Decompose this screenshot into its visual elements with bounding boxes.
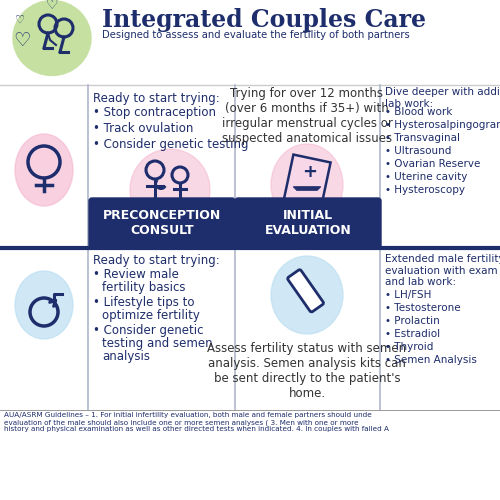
Ellipse shape [15, 134, 73, 206]
Text: • Consider genetic: • Consider genetic [93, 324, 204, 337]
Text: • Testosterone: • Testosterone [385, 303, 460, 313]
Text: • Estradiol: • Estradiol [385, 329, 440, 339]
Ellipse shape [271, 144, 343, 226]
Text: ♡: ♡ [13, 30, 31, 50]
Text: +: + [302, 163, 318, 181]
Text: • Track ovulation: • Track ovulation [93, 122, 194, 135]
FancyBboxPatch shape [284, 154, 331, 210]
Text: Extended male fertility
evaluation with exam
and lab work:: Extended male fertility evaluation with … [385, 254, 500, 287]
Text: • Blood work: • Blood work [385, 107, 452, 117]
Text: • Hysterosalpingogram: • Hysterosalpingogram [385, 120, 500, 130]
Text: • Stop contraception: • Stop contraception [93, 106, 216, 119]
Text: AUA/ASRM Guidelines – 1. For initial infertility evaluation, both male and femal: AUA/ASRM Guidelines – 1. For initial inf… [4, 412, 389, 432]
Text: Ready to start trying:: Ready to start trying: [93, 92, 220, 105]
Text: INITIAL
EVALUATION: INITIAL EVALUATION [264, 209, 352, 237]
Text: optimize fertility: optimize fertility [102, 309, 200, 322]
Text: • Semen Analysis: • Semen Analysis [385, 355, 477, 365]
Ellipse shape [130, 149, 210, 231]
Text: • Ovarian Reserve: • Ovarian Reserve [385, 159, 480, 169]
Text: • Ultrasound: • Ultrasound [385, 146, 452, 156]
Text: ♡: ♡ [15, 15, 25, 25]
FancyBboxPatch shape [288, 270, 324, 312]
FancyBboxPatch shape [235, 198, 381, 248]
Text: • LH/FSH: • LH/FSH [385, 290, 432, 300]
Text: • Transvaginal: • Transvaginal [385, 133, 460, 143]
Text: • Lifestyle tips to: • Lifestyle tips to [93, 296, 194, 309]
Text: • Prolactin: • Prolactin [385, 316, 440, 326]
Text: Dive deeper with additional
lab work:: Dive deeper with additional lab work: [385, 87, 500, 108]
Text: ♡: ♡ [46, 0, 58, 12]
Text: testing and semen: testing and semen [102, 337, 212, 350]
Text: Assess fertility status with semen
analysis. Semen analysis kits can
be sent dir: Assess fertility status with semen analy… [208, 342, 406, 400]
Ellipse shape [15, 271, 73, 339]
FancyBboxPatch shape [89, 198, 235, 248]
Text: • Review male: • Review male [93, 268, 179, 281]
Text: Designed to assess and evaluate the fertility of both partners: Designed to assess and evaluate the fert… [102, 30, 410, 40]
Ellipse shape [271, 256, 343, 334]
Text: analysis: analysis [102, 350, 150, 363]
Text: • Thyroid: • Thyroid [385, 342, 434, 352]
Text: • Consider genetic testing: • Consider genetic testing [93, 138, 248, 151]
Ellipse shape [13, 0, 91, 76]
Text: PRECONCEPTION
CONSULT: PRECONCEPTION CONSULT [103, 209, 221, 237]
Text: Integrated Couples Care: Integrated Couples Care [102, 8, 426, 32]
Text: Trying for over 12 months
(over 6 months if 35+) with
irregular menstrual cycles: Trying for over 12 months (over 6 months… [222, 87, 392, 145]
Text: • Hysteroscopy: • Hysteroscopy [385, 185, 465, 195]
Text: fertility basics: fertility basics [102, 281, 186, 294]
Text: • Uterine cavity: • Uterine cavity [385, 172, 468, 182]
Text: Ready to start trying:: Ready to start trying: [93, 254, 220, 267]
